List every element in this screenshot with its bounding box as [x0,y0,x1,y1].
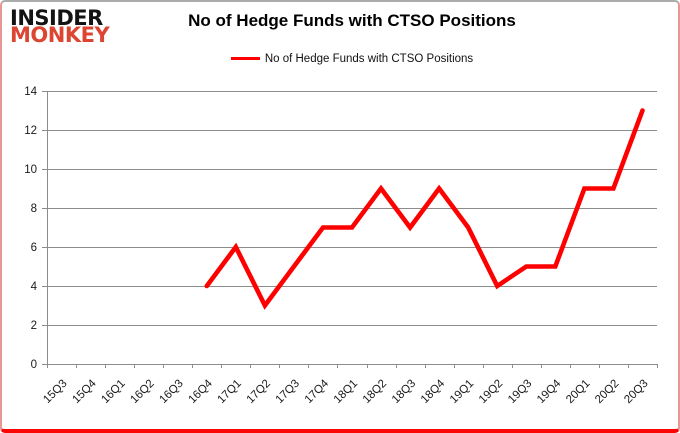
axes [42,91,658,368]
y-axis-labels: 0 2 4 6 8 10 12 14 [24,86,37,371]
y-tick-label: 8 [31,203,37,215]
y-tick-label: 4 [31,281,38,293]
x-tick-label: 20Q3 [622,378,650,406]
x-tick-label: 16Q1 [99,378,127,406]
x-tick-label: 16Q2 [128,378,156,406]
x-tick-label: 16Q3 [157,378,185,406]
gridlines [47,91,657,365]
x-tick-label: 15Q4 [70,377,99,406]
y-tick-label: 0 [31,359,37,371]
insider-monkey-logo: INSIDER MONKEY [10,6,110,47]
y-tick-label: 6 [31,242,37,254]
x-tick-label: 17Q4 [303,377,332,406]
chart-title: No of Hedge Funds with CTSO Positions [188,11,516,30]
x-tick-label: 19Q3 [506,378,534,406]
x-tick-label: 15Q3 [41,378,69,406]
x-tick-label: 17Q3 [274,378,302,406]
legend-line-swatch [230,57,260,60]
y-tick-label: 10 [24,164,37,176]
logo-text-insider: INSIDER [10,6,103,30]
legend-label: No of Hedge Funds with CTSO Positions [264,52,474,65]
x-tick-label: 18Q1 [332,378,360,406]
series-line [204,108,645,310]
x-tick-label: 18Q2 [361,378,389,406]
x-tick-label: 19Q2 [477,378,505,406]
x-tick-label: 16Q4 [187,377,216,406]
x-tick-label: 18Q4 [419,377,448,406]
x-tick-label: 20Q1 [564,378,592,406]
x-tick-label: 19Q1 [448,378,476,406]
x-tick-label: 18Q3 [390,378,418,406]
y-tick-label: 12 [24,125,37,137]
x-tick-label: 19Q4 [535,377,564,406]
logo-text-monkey: MONKEY [10,22,110,47]
x-axis-labels: 15Q3 15Q4 16Q1 16Q2 16Q3 16Q4 17Q1 17Q2 17Q3 17Q4… [41,377,650,406]
chart-legend: No of Hedge Funds with CTSO Positions [47,51,657,66]
x-tick-label: 17Q2 [245,378,273,406]
y-tick-label: 2 [31,320,37,332]
x-tick-label: 20Q2 [593,378,621,406]
x-tick-label: 17Q1 [216,378,244,406]
y-tick-label: 14 [24,86,37,98]
